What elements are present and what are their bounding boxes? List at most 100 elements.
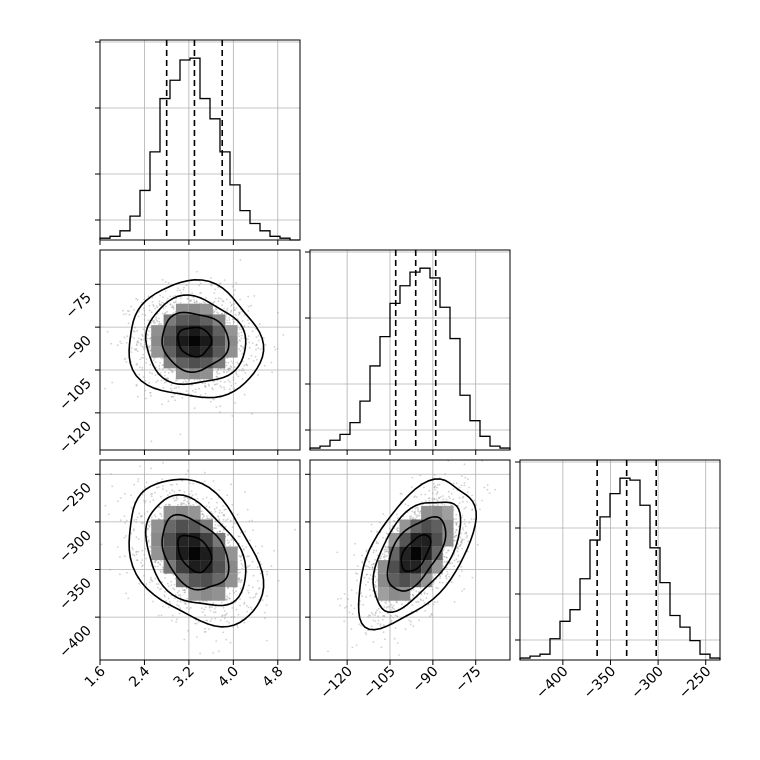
sample-point <box>412 588 415 591</box>
sample-point <box>247 566 249 568</box>
sample-point <box>151 372 154 375</box>
sample-point <box>225 638 228 641</box>
sample-point <box>226 307 229 310</box>
sample-point <box>155 583 158 585</box>
sample-point <box>359 600 361 602</box>
sample-point <box>424 610 426 612</box>
sample-point <box>371 566 374 569</box>
sample-point <box>143 486 146 488</box>
sample-point <box>235 314 237 316</box>
sample-point <box>264 617 266 620</box>
sample-point <box>390 620 393 622</box>
sample-point <box>423 486 425 489</box>
density-cell <box>200 357 213 369</box>
sample-point <box>154 515 157 518</box>
sample-point <box>380 555 382 558</box>
sample-point <box>170 396 173 398</box>
sample-point <box>257 339 260 342</box>
sample-point <box>425 597 428 599</box>
sample-point <box>149 344 152 347</box>
sample-point <box>442 495 444 497</box>
sample-point <box>214 510 217 513</box>
sample-point <box>436 601 439 603</box>
sample-point <box>461 542 463 544</box>
sample-point <box>238 535 241 538</box>
sample-point <box>453 536 455 539</box>
sample-point <box>428 497 431 499</box>
sample-point <box>368 566 371 569</box>
sample-point <box>460 532 462 535</box>
sample-point <box>452 482 455 485</box>
sample-point <box>136 299 139 301</box>
histogram-step-line <box>309 267 511 450</box>
sample-point <box>164 577 166 579</box>
sample-point <box>227 587 229 589</box>
sample-point <box>238 313 240 316</box>
sample-point <box>212 602 215 604</box>
sample-point <box>166 582 169 585</box>
sample-point <box>169 303 172 306</box>
sample-point <box>262 337 265 339</box>
sample-point <box>174 597 176 600</box>
sample-point <box>214 611 217 614</box>
sample-point <box>462 528 464 531</box>
sample-point <box>371 563 373 566</box>
sample-point <box>142 564 144 567</box>
sample-point <box>124 357 127 360</box>
sample-point <box>223 509 226 511</box>
sample-point <box>229 544 232 547</box>
sample-point <box>235 372 238 374</box>
sample-point <box>249 539 252 542</box>
sample-point <box>162 368 164 370</box>
sample-point <box>384 548 387 551</box>
sample-point <box>219 619 222 622</box>
sample-point <box>222 518 225 521</box>
sample-point <box>175 297 178 300</box>
sample-point <box>150 440 153 443</box>
sample-point <box>126 571 128 574</box>
sample-point <box>156 306 159 309</box>
sample-point <box>455 529 458 532</box>
sample-point <box>176 600 179 602</box>
density-cell <box>225 336 238 347</box>
sample-point <box>172 295 175 298</box>
sample-point <box>164 371 166 374</box>
sample-point <box>148 381 151 384</box>
sample-point <box>143 343 146 346</box>
sample-point <box>222 514 225 517</box>
sample-point <box>424 500 427 503</box>
density-cell <box>175 346 189 358</box>
sample-point <box>144 314 147 317</box>
sample-point <box>394 627 397 629</box>
sample-point <box>146 337 149 340</box>
sample-point <box>339 604 341 607</box>
sample-point <box>224 598 227 600</box>
sample-point <box>195 300 198 302</box>
sample-point <box>210 511 212 513</box>
sample-point <box>255 348 257 351</box>
histogram-param-3 <box>515 459 721 665</box>
sample-point <box>250 608 253 611</box>
density-cell <box>200 314 213 326</box>
sample-point <box>256 343 258 346</box>
sample-point <box>230 305 233 307</box>
sample-point <box>170 584 173 586</box>
sample-point <box>147 334 149 336</box>
sample-point <box>232 376 235 379</box>
density-cell <box>225 346 238 358</box>
sample-point <box>414 513 416 516</box>
sample-point <box>248 305 250 308</box>
sample-point <box>161 364 164 366</box>
sample-point <box>183 588 186 591</box>
sample-point <box>216 311 218 314</box>
density-cell <box>175 533 189 547</box>
sample-point <box>434 485 437 488</box>
sample-point <box>162 296 164 298</box>
sample-point <box>390 609 393 612</box>
sample-point <box>239 298 242 301</box>
sample-point <box>201 513 204 515</box>
sample-point <box>436 483 439 486</box>
sample-point <box>458 496 461 499</box>
sample-point <box>246 604 248 607</box>
sample-point <box>241 352 244 355</box>
